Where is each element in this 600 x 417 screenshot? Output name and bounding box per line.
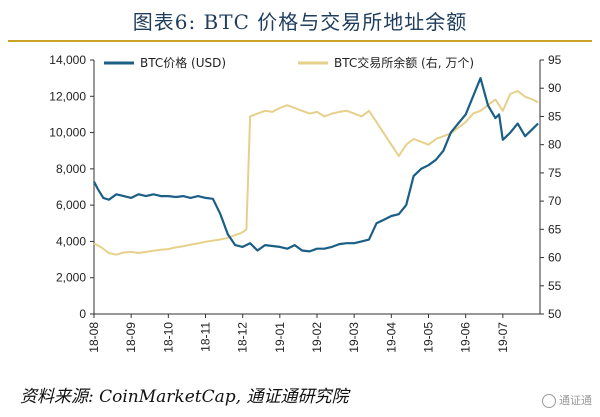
x-tick-label: 19-01	[273, 322, 287, 353]
left-tick-label: 4,000	[56, 234, 86, 248]
watermark-text: 通证通	[559, 394, 592, 407]
right-tick-label: 50	[548, 307, 562, 321]
right-tick-label: 95	[548, 53, 562, 67]
x-tick-label: 19-04	[384, 322, 398, 353]
x-tick-label: 18-08	[87, 322, 101, 353]
right-tick-label: 55	[548, 279, 562, 293]
x-tick-label: 18-12	[236, 322, 250, 353]
x-tick-label: 18-09	[124, 322, 138, 353]
x-tick-label: 19-02	[310, 322, 324, 353]
right-tick-label: 85	[548, 109, 562, 123]
title-divider	[8, 40, 592, 42]
x-tick-label: 18-11	[199, 322, 213, 352]
legend-balance-label: BTC交易所余额 (右, 万个)	[334, 55, 474, 70]
right-tick-label: 60	[548, 251, 562, 265]
watermark-logo-icon	[542, 394, 556, 408]
btc-chart: BTC价格 (USD) BTC交易所余额 (右, 万个) 0 2,000 4,000…	[49, 53, 561, 353]
x-tick-label: 19-05	[422, 322, 436, 353]
watermark: 通证通	[542, 392, 592, 408]
left-tick-label: 12,000	[49, 89, 86, 103]
balance-line	[93, 90, 539, 256]
right-tick-label: 65	[548, 222, 562, 236]
right-tick-label: 70	[548, 194, 562, 208]
left-tick-label: 2,000	[56, 271, 86, 285]
left-tick-label: 10,000	[49, 126, 86, 140]
x-tick-label: 19-03	[347, 322, 361, 353]
right-tick-label: 75	[548, 166, 562, 180]
left-tick-label: 14,000	[49, 53, 86, 67]
price-line	[93, 76, 539, 253]
left-tick-label: 8,000	[56, 162, 86, 176]
right-tick-label: 90	[548, 81, 562, 95]
chart-title: 图表6: BTC 价格与交易所地址余额	[132, 10, 468, 34]
x-tick-label: 18-10	[161, 322, 175, 353]
legend: BTC价格 (USD) BTC交易所余额 (右, 万个)	[104, 55, 474, 70]
left-tick-label: 0	[79, 307, 86, 321]
left-tick-label: 6,000	[56, 198, 86, 212]
right-tick-label: 80	[548, 138, 562, 152]
axes: 0 2,000 4,000 6,000 8,000 10,000 12,000 14,000 5…	[49, 53, 561, 353]
legend-price-label: BTC价格 (USD)	[140, 55, 226, 70]
x-tick-label: 19-06	[459, 322, 473, 353]
x-tick-label: 19-07	[496, 322, 510, 353]
series-layer	[93, 76, 539, 256]
source-note: 资料来源: CoinMarketCap, 通证通研究院	[20, 387, 349, 407]
